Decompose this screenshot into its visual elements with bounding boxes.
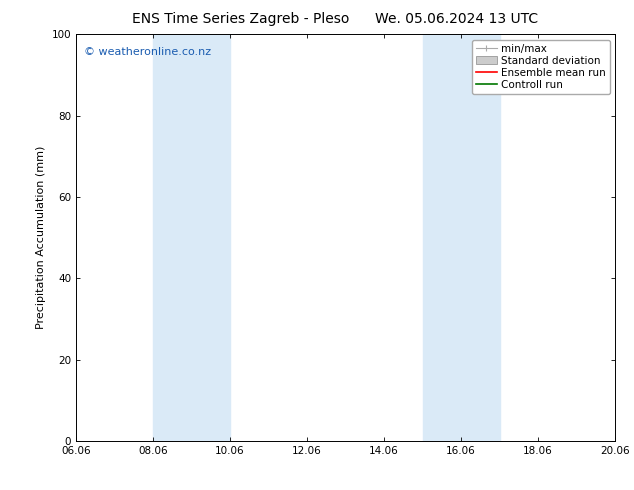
- Bar: [422, 34, 500, 441]
- Y-axis label: Precipitation Accumulation (mm): Precipitation Accumulation (mm): [36, 146, 46, 329]
- Text: ENS Time Series Zagreb - Pleso: ENS Time Series Zagreb - Pleso: [133, 12, 349, 26]
- Text: © weatheronline.co.nz: © weatheronline.co.nz: [84, 47, 211, 56]
- Legend: min/max, Standard deviation, Ensemble mean run, Controll run: min/max, Standard deviation, Ensemble me…: [472, 40, 610, 94]
- Text: We. 05.06.2024 13 UTC: We. 05.06.2024 13 UTC: [375, 12, 538, 26]
- Bar: [153, 34, 230, 441]
